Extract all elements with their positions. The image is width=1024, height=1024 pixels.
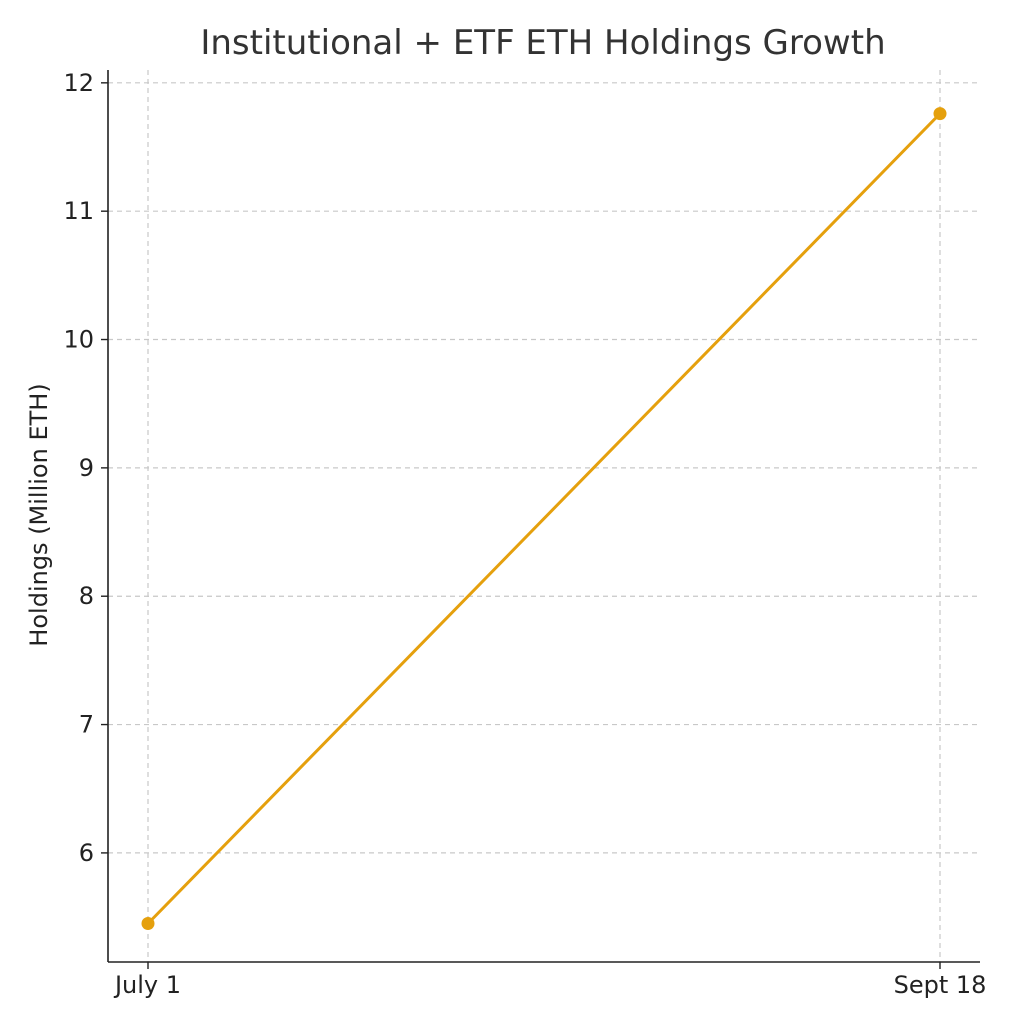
x-tick-label: July 1 <box>113 971 181 999</box>
data-point <box>141 916 155 930</box>
tick-labels: 6 7 8 9 10 11 12 July 1 Sept 18 <box>63 69 986 999</box>
y-tick-label: 9 <box>79 454 94 482</box>
y-tick-label: 8 <box>79 582 94 610</box>
y-tick-label: 7 <box>79 711 94 739</box>
x-tick-label: Sept 18 <box>894 971 987 999</box>
y-tick-label: 11 <box>63 197 94 225</box>
axes <box>101 70 980 969</box>
y-tick-label: 10 <box>63 326 94 354</box>
grid <box>108 70 980 962</box>
y-tick-label: 12 <box>63 69 94 97</box>
y-tick-label: 6 <box>79 839 94 867</box>
chart-title: Institutional + ETF ETH Holdings Growth <box>200 23 885 63</box>
y-axis-label: Holdings (Million ETH) <box>25 383 53 646</box>
series-line <box>146 112 942 925</box>
series <box>141 107 947 930</box>
data-point <box>933 107 947 121</box>
